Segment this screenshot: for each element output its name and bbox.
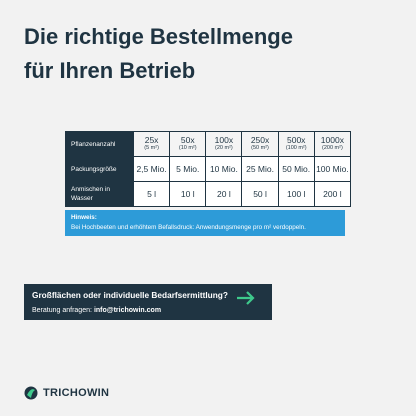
row-label: Anmischen in Wasser: [65, 181, 134, 207]
logo-text: TRICHOWIN: [43, 387, 110, 399]
cell: 50 Mio.: [277, 156, 315, 182]
cell: 100 l: [277, 181, 315, 207]
logo-icon: [24, 386, 38, 400]
title: Die richtige Bestellmenge für Ihren Betr…: [24, 20, 293, 88]
cta-prefix: Beratung anfragen:: [32, 307, 92, 314]
cta-contact: Beratung anfragen: info@trichowin.com: [32, 305, 264, 317]
cell: 10 l: [169, 181, 207, 207]
title-line: für Ihren Betrieb: [24, 58, 196, 83]
hint-text: Bei Hochbeeten und erhöhtem Befallsdruck…: [71, 224, 306, 231]
column-header: 500x (100 m²): [277, 131, 315, 157]
count: 250x: [250, 135, 270, 145]
count: 100x: [214, 135, 234, 145]
cell: 5 Mio.: [169, 156, 207, 182]
header-row: Pflanzenanzahl 25x (5 m²) 50x (10 m²) 100x…: [65, 131, 352, 157]
column-header: 100x (20 m²): [205, 131, 243, 157]
column-header: 25x (5 m²): [132, 131, 171, 157]
arrow-icon[interactable]: [236, 291, 256, 305]
count: 500x: [286, 135, 306, 145]
column-header: 250x (50 m²): [241, 131, 279, 157]
hint-title: Hinweis:: [71, 214, 97, 221]
order-table: Pflanzenanzahl 25x (5 m²) 50x (10 m²) 100x…: [65, 131, 352, 207]
cta-box[interactable]: Großflächen oder individuelle Bedarfserm…: [24, 284, 272, 320]
cell: 5 l: [132, 181, 171, 207]
area: (50 m²): [251, 145, 269, 151]
count: 25x: [144, 135, 159, 145]
count: 1000x: [320, 135, 344, 145]
cell: 50 l: [241, 181, 279, 207]
count: 50x: [180, 135, 195, 145]
area: (10 m²): [178, 145, 197, 151]
area: (20 m²): [215, 145, 233, 151]
row: Anmischen in Wasser 5 l 10 l 20 l 50 l 1…: [65, 181, 352, 207]
logo: TRICHOWIN: [24, 386, 109, 400]
area: (200 m²): [322, 145, 343, 151]
area: (100 m²): [285, 145, 307, 151]
title-line: Die richtige Bestellmenge: [24, 24, 293, 49]
cell: 200 l: [313, 181, 352, 207]
hint-box: Hinweis: Bei Hochbeeten und erhöhtem Bef…: [65, 210, 345, 236]
cta-email[interactable]: info@trichowin.com: [93, 307, 162, 314]
cell: 2,5 Mio.: [132, 156, 171, 182]
row-label: Packungsgröße: [65, 156, 134, 182]
area: (5 m²): [144, 145, 159, 151]
row-label: Pflanzenanzahl: [65, 131, 134, 157]
cta-question: Großflächen oder individuelle Bedarfserm…: [32, 290, 228, 300]
cell: 100 Mio.: [313, 156, 352, 182]
cell: 25 Mio.: [241, 156, 279, 182]
row: Packungsgröße 2,5 Mio. 5 Mio. 10 Mio. 25…: [65, 156, 352, 182]
column-header: 50x (10 m²): [169, 131, 207, 157]
column-header: 1000x (200 m²): [313, 131, 352, 157]
cell: 20 l: [205, 181, 243, 207]
cell: 10 Mio.: [205, 156, 243, 182]
